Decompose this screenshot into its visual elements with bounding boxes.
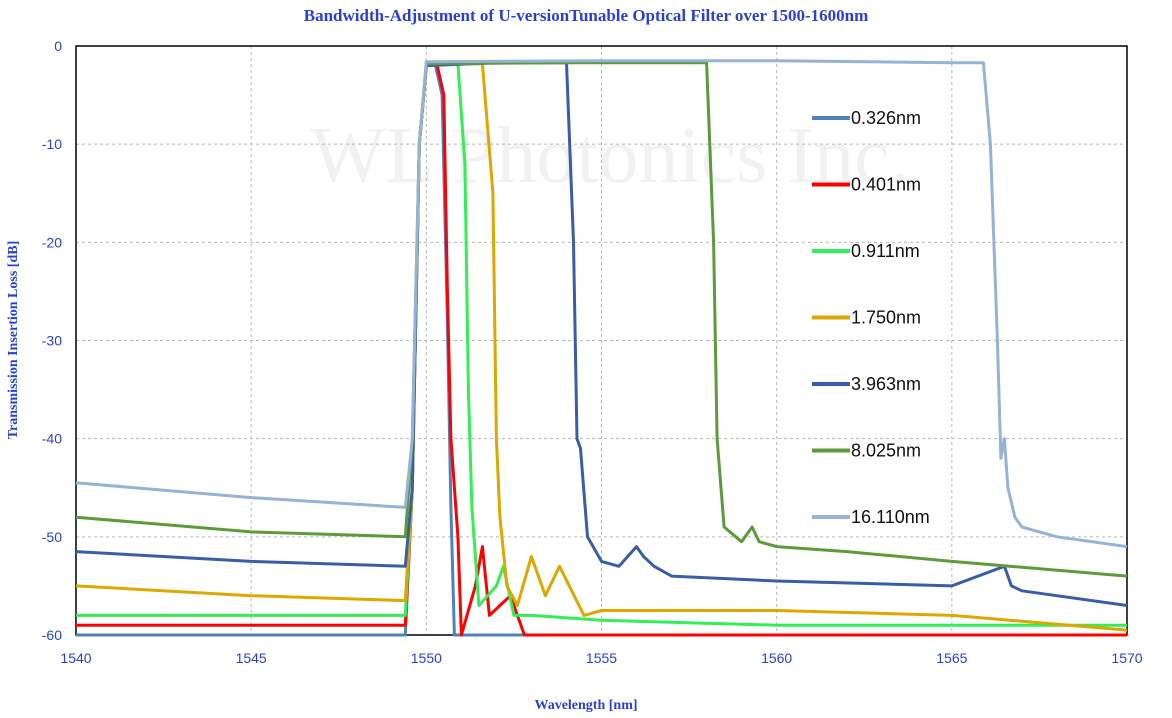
y-tick-label-2: -20 [42, 234, 62, 250]
grid-lines [76, 46, 1127, 635]
series-line-6 [75, 59, 1128, 549]
x-axis-label: Wavelength [nm] [534, 698, 638, 713]
legend-label-4: 3.963nm [851, 374, 921, 394]
x-tick-label-6: 1570 [1111, 650, 1142, 666]
y-tick-label-3: -30 [42, 333, 62, 349]
series-lines [75, 59, 1128, 637]
x-tick-label-0: 1540 [60, 650, 91, 666]
chart-plot: WL Photonics Inc. 1540 1545 1550 1555 1560 15… [42, 38, 1143, 666]
watermark-text: WL Photonics Inc. [310, 112, 909, 200]
legend-label-1: 0.401nm [851, 175, 921, 195]
chart-title: Bandwidth-Adjustment of U-versionTunable… [303, 6, 869, 25]
legend: 0.326nm 0.401nm 0.911nm 1.750nm 3.963nm 8.025… [812, 108, 930, 527]
legend-label-3: 1.750nm [851, 308, 921, 328]
y-tick-label-1: -10 [42, 136, 62, 152]
x-tick-label-2: 1550 [411, 650, 442, 666]
tick-labels: 1540 1545 1550 1555 1560 1565 1570 0 -10 -20 -30 -4… [42, 38, 1143, 666]
x-tick-label-4: 1560 [761, 650, 792, 666]
legend-label-2: 0.911nm [851, 241, 920, 261]
x-tick-label-5: 1565 [936, 650, 967, 666]
legend-label-6: 16.110nm [851, 507, 930, 527]
y-tick-label-0: 0 [54, 38, 62, 54]
x-tick-label-3: 1555 [586, 650, 617, 666]
y-tick-label-4: -40 [42, 431, 62, 447]
y-tick-label-6: -60 [42, 627, 62, 643]
y-axis-label: Transmission Insertion Loss [dB] [6, 240, 21, 440]
legend-label-5: 8.025nm [851, 441, 921, 461]
y-tick-label-5: -50 [42, 529, 62, 545]
legend-label-0: 0.326nm [851, 108, 921, 128]
x-tick-label-1: 1545 [236, 650, 267, 666]
